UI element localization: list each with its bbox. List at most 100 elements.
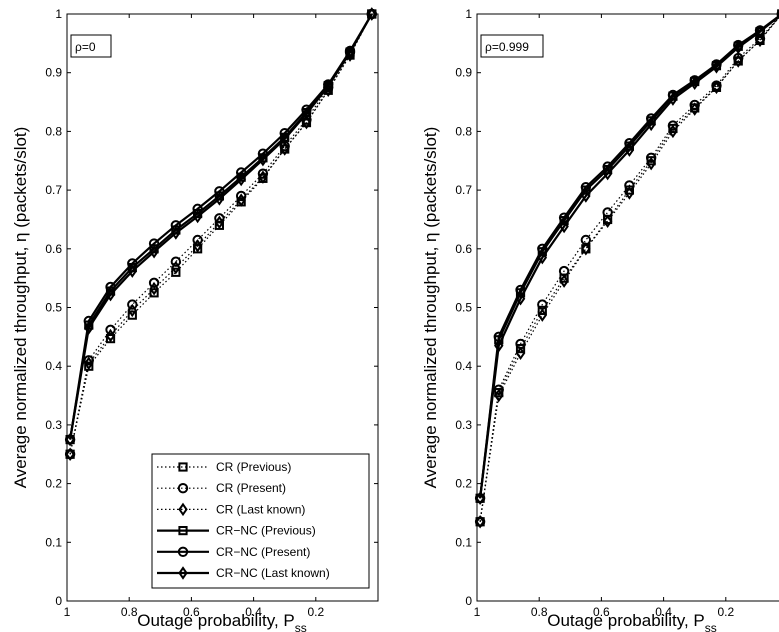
series-3-point — [494, 388, 504, 403]
x-axis-title-subscript: ss — [295, 621, 307, 632]
series-6-point — [171, 226, 181, 240]
series-6-point — [624, 143, 635, 157]
legend-box — [151, 453, 370, 589]
series-5-point — [235, 167, 247, 178]
x-tick-label: 0.4 — [245, 605, 262, 619]
series-3-point — [711, 80, 722, 95]
series-1-point — [171, 267, 181, 277]
series-line-5 — [479, 14, 779, 499]
series-3-point — [214, 215, 225, 230]
series-group — [474, 9, 779, 529]
series-line-2 — [479, 16, 779, 522]
series-6-point — [149, 244, 159, 259]
series-3-point — [624, 186, 635, 200]
y-tick-label: 0.9 — [45, 66, 62, 80]
series-3-point — [105, 328, 116, 343]
series-3-point — [301, 115, 312, 130]
series-3-point — [537, 308, 548, 322]
y-tick-label: 0.1 — [455, 535, 472, 549]
series-3-point — [559, 274, 569, 288]
series-line-3 — [479, 16, 779, 522]
y-tick-label: 0.2 — [455, 477, 472, 491]
series-6-point — [711, 60, 722, 74]
legend-label-4: CR−NC (Previous) — [216, 524, 316, 538]
series-2-point — [493, 384, 504, 395]
series-6-point — [367, 7, 377, 21]
series-6-point — [258, 152, 268, 167]
series-2-point — [689, 99, 700, 111]
series-3-point — [171, 260, 181, 275]
series-6-point — [192, 209, 203, 224]
series-3-point — [236, 193, 246, 207]
series-3-point — [755, 33, 765, 48]
series-3-point — [475, 515, 485, 529]
series-1-point — [149, 288, 159, 298]
legend-marker-4 — [178, 526, 188, 536]
y-tick-label: 0.9 — [455, 66, 472, 80]
y-axis-title: Average normalized throughput, η (packet… — [421, 127, 440, 489]
annotation-rho: ρ=0.999 — [485, 40, 529, 54]
series-6-point — [602, 166, 613, 181]
x-tick-label: 0.6 — [183, 605, 200, 619]
series-6-point — [581, 189, 591, 203]
series-line-5 — [69, 13, 373, 440]
series-6-point — [515, 291, 526, 306]
series-6-point — [559, 219, 569, 234]
series-6-point — [755, 24, 765, 39]
series-6-point — [733, 40, 743, 55]
y-tick-label: 0.6 — [455, 242, 472, 256]
annotation-rho: ρ=0 — [75, 40, 96, 54]
legend-marker-1 — [178, 462, 188, 472]
x-tick-label: 0.2 — [717, 605, 734, 619]
series-6-point — [105, 287, 116, 302]
series-6-point — [127, 264, 138, 278]
x-tick-label: 1 — [64, 605, 71, 619]
series-2-point — [127, 299, 138, 310]
series-5-point — [602, 161, 613, 172]
series-line-6 — [479, 14, 779, 499]
y-tick-label: 0.3 — [455, 418, 472, 432]
x-axis-title-main: Outage probability, P — [547, 611, 705, 630]
series-line-6 — [69, 13, 373, 440]
x-axis-title: Outage probability, Pss — [547, 611, 717, 632]
y-tick-label: 0 — [465, 594, 472, 608]
series-2-point — [667, 120, 679, 131]
series-3-point — [84, 356, 94, 371]
plot-area — [476, 13, 779, 602]
x-tick-label: 0.4 — [655, 605, 672, 619]
legend-marker-6 — [178, 566, 188, 580]
series-2-point — [192, 234, 203, 246]
y-tick-label: 0.8 — [455, 124, 472, 138]
y-tick-label: 1 — [55, 7, 62, 21]
y-tick-label: 0.5 — [45, 301, 62, 315]
series-5-point — [257, 148, 269, 159]
x-tick-label: 0.6 — [593, 605, 610, 619]
series-6-point — [668, 92, 678, 106]
series-3-point — [127, 303, 138, 318]
series-3-point — [279, 142, 290, 156]
y-tick-label: 0.8 — [45, 124, 62, 138]
series-3-point — [515, 346, 526, 361]
series-3-point — [646, 156, 656, 171]
series-6-point — [345, 45, 355, 59]
chart-panel-2: 0 0.1 0.2 0.3 0.4 0.5 0.6 0.7 0.8 0.9 1 1 0.8 0.6 0.4 0… — [421, 7, 779, 632]
series-line-3 — [69, 13, 373, 455]
series-6-point — [214, 192, 225, 206]
x-tick-label: 0.8 — [121, 605, 138, 619]
y-tick-label: 0.2 — [45, 477, 62, 491]
y-tick-label: 0.5 — [455, 301, 472, 315]
series-6-point — [279, 132, 290, 146]
legend: CR (Previous) CR (Present) CR (Last known)… — [151, 453, 370, 589]
y-tick-label: 0.4 — [455, 359, 472, 373]
series-2-point — [148, 277, 160, 289]
y-tick-label: 0.6 — [45, 242, 62, 256]
series-3-point — [258, 170, 268, 184]
legend-label-6: CR−NC (Last known) — [216, 566, 330, 580]
x-tick-label: 0.2 — [307, 605, 324, 619]
series-3-point — [65, 447, 75, 461]
series-6-point — [646, 117, 656, 132]
series-2-point — [257, 168, 269, 179]
series-2-point — [83, 355, 94, 366]
annotation-box — [480, 34, 544, 58]
